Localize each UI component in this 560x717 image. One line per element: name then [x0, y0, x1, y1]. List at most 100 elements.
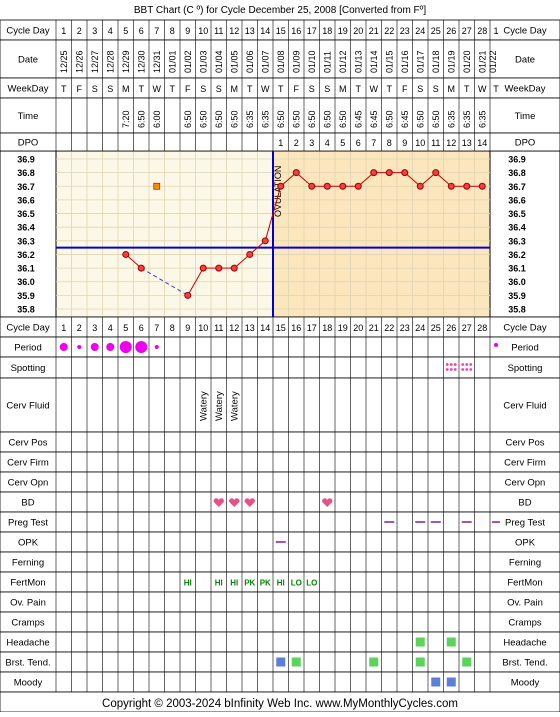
row-label-left-cerv_pos: Cerv Pos — [8, 438, 47, 449]
moody-mark — [431, 677, 441, 687]
date-label: 01/01 — [167, 50, 177, 73]
weekday-label: F — [402, 84, 408, 94]
cycle-day-number-bottom: 13 — [245, 323, 255, 333]
cerv-fluid-label: Watery — [198, 391, 209, 421]
cycle-day-number-bottom: 6 — [139, 323, 144, 333]
cycle-day-number: 15 — [276, 26, 286, 36]
fertmon-reading: LO — [291, 579, 302, 588]
period-dot-next — [494, 343, 498, 347]
time-label: 6:50 — [338, 110, 348, 128]
weekday-label: T — [464, 84, 470, 94]
row-label-left-ferning: Ferning — [12, 558, 44, 569]
dpo-number: 5 — [340, 138, 345, 148]
time-label: 6:50 — [384, 110, 394, 128]
cycle-day-number: 21 — [369, 26, 379, 36]
time-label: 6:50 — [307, 110, 317, 128]
time-label: 6:50 — [136, 110, 146, 128]
spotting-dot — [445, 368, 449, 371]
temp-point — [215, 264, 223, 272]
weekday-label: M — [231, 84, 239, 94]
date-label: 01/03 — [198, 50, 208, 73]
date-label: 01/15 — [384, 50, 394, 73]
cycle-day-number-bottom: 23 — [400, 323, 410, 333]
time-label: 6:45 — [353, 110, 363, 128]
weekday-label: T — [139, 84, 145, 94]
weekday-label: S — [200, 84, 206, 94]
date-label: 12/30 — [136, 50, 146, 73]
date-label: 01/05 — [229, 50, 239, 73]
row-period — [0, 336, 560, 358]
date-label: 01/20 — [462, 50, 472, 73]
row-label-right-cerv_opn: Cerv Opn — [505, 478, 546, 489]
breast-tenderness-mark — [462, 657, 472, 667]
row-label-left-opk: OPK — [18, 538, 39, 549]
spotting-dot — [453, 368, 457, 371]
row-label-left-moody: Moody — [14, 678, 43, 689]
cycle-day-number: 6 — [139, 26, 144, 36]
breast-tenderness-mark — [369, 657, 379, 667]
temp-point — [230, 264, 238, 272]
fertmon-reading: PK — [244, 579, 255, 588]
fertmon-reading: LO — [306, 579, 317, 588]
row-label-right-cramps: Cramps — [508, 618, 542, 629]
fertmon-reading: HI — [184, 579, 192, 588]
spotting-dot — [453, 363, 457, 366]
cycle-day-number-bottom: 17 — [307, 323, 317, 333]
date-label: 12/26 — [74, 50, 84, 73]
time-label: 6:50 — [322, 110, 332, 128]
y-tick-label-left: 35.8 — [17, 305, 35, 315]
row-label-left-bd: BD — [21, 498, 34, 509]
row-label-right-cerv_pos: Cerv Pos — [505, 438, 544, 449]
temp-point — [277, 182, 285, 190]
weekday-label: S — [309, 84, 315, 94]
cycle-day-number: 22 — [384, 26, 394, 36]
temp-point — [292, 169, 300, 177]
date-label: 01/09 — [291, 50, 301, 73]
heart-icon — [244, 498, 255, 507]
time-label: 6:45 — [369, 110, 379, 128]
temp-point — [478, 182, 486, 190]
cycle-day-number: 9 — [185, 26, 190, 36]
weekday-label: F — [294, 84, 300, 94]
temp-point — [401, 169, 409, 177]
row-label-left-period: Period — [14, 343, 41, 354]
row-label-left-dpo: DPO — [18, 138, 39, 149]
temp-dashed-segment — [140, 267, 189, 296]
chart-title: BBT Chart (C º) for Cycle December 25, 2… — [134, 5, 426, 16]
row-label-left-cerv_fluid: Cerv Fluid — [6, 401, 49, 412]
time-label: 6:35 — [446, 110, 456, 128]
cycle-day-number: 20 — [353, 26, 363, 36]
spotting-dot — [469, 368, 473, 371]
y-axis-right — [489, 150, 560, 318]
time-label: 6:50 — [229, 110, 239, 128]
y-tick-label-right: 36.8 — [508, 168, 526, 178]
row-label-right-ov_pain: Ov. Pain — [507, 598, 543, 609]
y-tick-label-left: 36.0 — [17, 277, 35, 287]
footer-text: Copyright © 2003-2024 bInfinity Web Inc.… — [102, 698, 458, 710]
cycle-day-number: 13 — [245, 26, 255, 36]
spotting-dot — [461, 368, 465, 371]
row-label-left-cycle_day: Cycle Day — [6, 323, 50, 334]
row-label-right-date: Date — [515, 55, 535, 66]
y-tick-label-left: 36.5 — [17, 209, 35, 219]
date-label: 01/04 — [214, 50, 224, 73]
cycle-day-number: 10 — [198, 26, 208, 36]
row-label-right-cycle_day: Cycle Day — [503, 26, 547, 37]
dpo-number: 8 — [387, 138, 392, 148]
date-label: 01/19 — [446, 50, 456, 73]
period-dot — [154, 345, 159, 349]
cycle-day-number: 7 — [154, 26, 159, 36]
dpo-number: 7 — [371, 138, 376, 148]
period-dot — [119, 341, 132, 353]
dpo-number: 10 — [415, 138, 425, 148]
next-cycle-day: 1 — [493, 26, 498, 36]
dpo-number: 6 — [356, 138, 361, 148]
date-label: 12/31 — [152, 50, 162, 73]
y-tick-label-right: 36.6 — [508, 195, 526, 205]
ovulation-label: OVULATION — [273, 166, 283, 217]
row-label-left-brst_tend: Brst. Tend. — [5, 658, 50, 669]
cycle-day-number: 17 — [307, 26, 317, 36]
row-label-left-preg_test: Preg Test — [8, 518, 48, 529]
cycle-day-number: 23 — [400, 26, 410, 36]
